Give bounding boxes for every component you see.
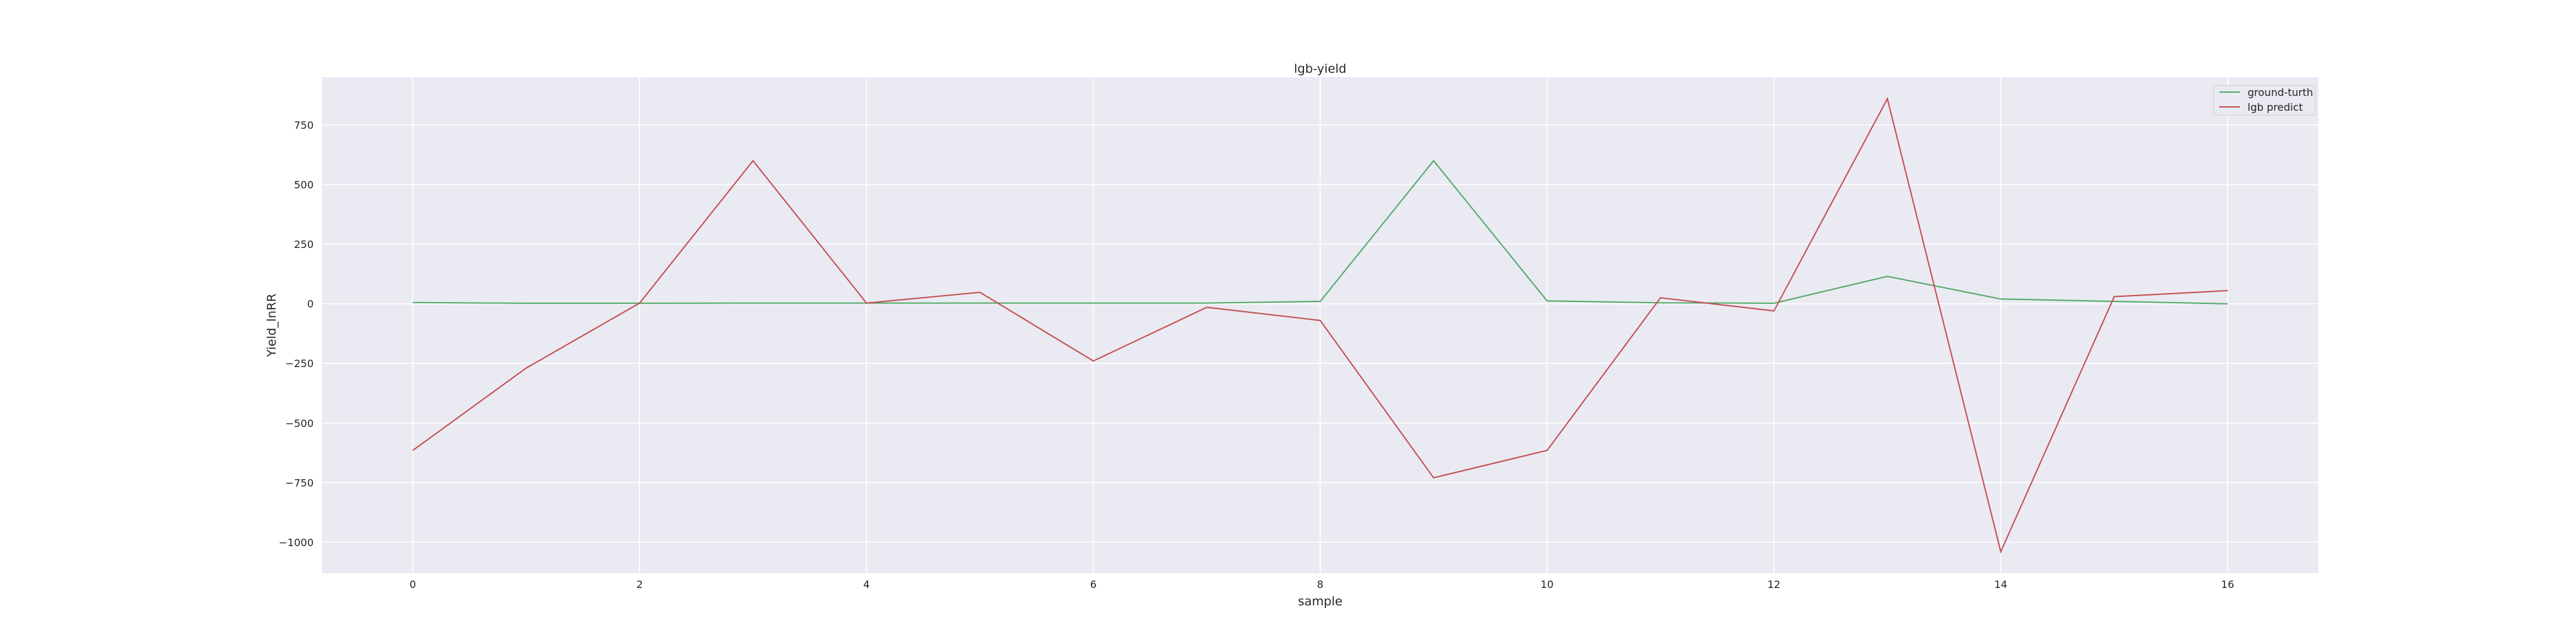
x-tick-label: 10 <box>1540 578 1553 591</box>
y-tick-label: 750 <box>294 119 314 131</box>
x-tick-label: 0 <box>410 578 416 591</box>
y-axis-label: Yield_lnRR <box>265 294 279 357</box>
y-tick-label: 0 <box>307 298 314 310</box>
legend: ground-turth lgb predict <box>2213 85 2316 116</box>
y-tick-label: 250 <box>294 238 314 251</box>
y-tick-label: −500 <box>285 417 314 430</box>
x-tick-label: 8 <box>1317 578 1323 591</box>
x-tick-label: 4 <box>863 578 869 591</box>
y-tick-label: −750 <box>285 477 314 489</box>
y-tick-label: −250 <box>285 357 314 370</box>
legend-label-ground-turth: ground-turth <box>2248 86 2313 99</box>
x-tick-label: 16 <box>2221 578 2234 591</box>
grid-lines <box>322 77 2318 573</box>
x-axis-label: sample <box>1298 594 1342 609</box>
legend-box <box>2213 85 2316 116</box>
series-line-lgb-predict <box>412 97 2228 554</box>
chart-title: lgb-yield <box>1294 62 1346 76</box>
x-tick-label: 6 <box>1090 578 1097 591</box>
legend-label-lgb-predict: lgb predict <box>2248 101 2303 113</box>
series-lines <box>412 97 2228 554</box>
y-tick-label: −1000 <box>279 536 314 549</box>
x-tick-label: 2 <box>636 578 643 591</box>
tick-labels: 0 2 4 6 8 10 12 14 16 −1000 −750 −500 −250 0 250 500 750 <box>279 119 2234 591</box>
y-tick-label: 500 <box>294 179 314 191</box>
series-line-ground-turth <box>412 160 2228 305</box>
x-tick-label: 12 <box>1767 578 1780 591</box>
x-tick-label: 14 <box>1994 578 2007 591</box>
